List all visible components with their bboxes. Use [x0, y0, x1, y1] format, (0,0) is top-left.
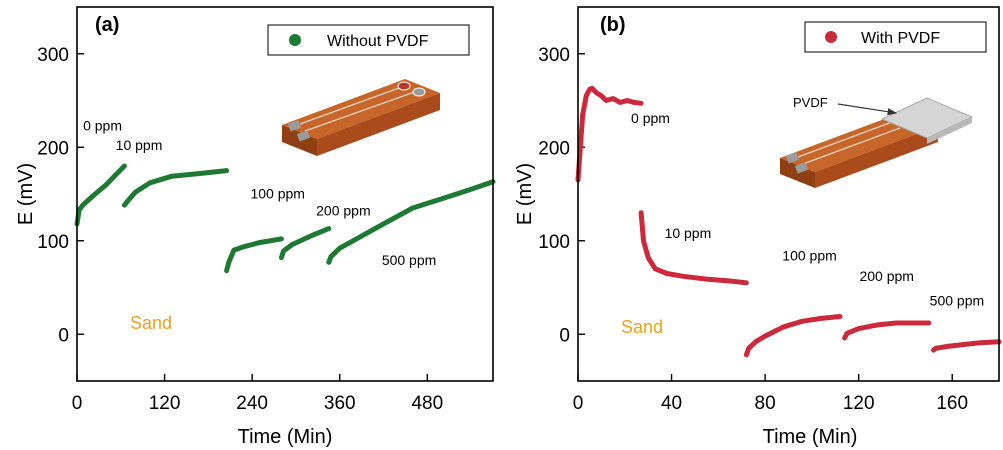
panel-b-series-200-ppm: [842, 320, 932, 341]
panel-a: 0 120 240 360 480 0 100 200 300 0 ppm 10 ppm 100 pp…: [15, 6, 496, 448]
panel-a-x-tick-label: 240: [236, 393, 268, 414]
panel-a-plot-frame: [76, 6, 494, 382]
panel-a-y-tick-label: 0: [58, 325, 69, 346]
panel-b-x-tick-label: 160: [936, 393, 968, 414]
panel-a-sensor-electrode-grey: [412, 87, 426, 97]
panel-a-plot-layer: 0 120 240 360 480 0 100 200 300 0 ppm 10 ppm 100 pp…: [37, 45, 496, 414]
panel-b-sensor-trace-1: [797, 121, 893, 158]
panel-b-y-tick-label: 100: [538, 232, 570, 253]
panel-b-y-tick-label: 200: [538, 138, 570, 159]
panel-a-label-10-ppm: 10 ppm: [116, 137, 163, 153]
panel-a-series-10-ppm: [121, 168, 230, 208]
panel-a-x-tick-label: 360: [324, 393, 356, 414]
panel-b-label-500-ppm: 500 ppm: [930, 292, 984, 308]
panel-b-sensor-body: [780, 112, 938, 172]
panel-b-x-tick-label: 120: [843, 393, 875, 414]
panel-b-pvdf-callout-arrow: [837, 103, 898, 116]
panel-b-x-tick-label: 0: [573, 393, 584, 414]
panel-a-series-200-ppm: [278, 226, 332, 261]
panel-a-sensor-body: [282, 79, 440, 139]
panel-a-label-0-ppm: 0 ppm: [83, 117, 122, 133]
panel-a-label: (a): [95, 14, 119, 36]
panel-a-x-tick-label: 480: [411, 393, 443, 414]
panel-b-sensor-pad-2: [794, 162, 809, 174]
panel-a-sensor-inset: [282, 79, 440, 156]
panel-b-x-tick-label: 40: [661, 393, 682, 414]
panel-b-sensor-pad-1: [785, 152, 800, 164]
panel-a-y-tick-label: 300: [37, 45, 69, 66]
panel-b-label-100-ppm: 100 ppm: [782, 247, 836, 263]
panel-a-legend-label: Without PVDF: [327, 33, 429, 50]
panel-a-series-0-ppm: [74, 163, 127, 227]
panel-a-sensor-trace-1: [299, 83, 411, 125]
panel-a-sensor-trace-2: [304, 89, 421, 132]
panel-a-series-500-ppm: [326, 179, 496, 265]
panel-b-sand-label: Sand: [621, 317, 663, 337]
panel-a-y-axis-title: E (mV): [15, 163, 37, 225]
panel-b-legend-marker: [825, 31, 837, 43]
panel-b-pvdf-membrane-edge: [927, 117, 972, 144]
panel-a-x-tick-label: 120: [149, 393, 181, 414]
panel-a-legend-marker: [289, 34, 301, 46]
panel-a-sensor-pad-1: [287, 120, 302, 132]
panel-a-series-100-ppm: [224, 236, 284, 274]
panel-a-y-tick-label: 200: [37, 138, 69, 159]
panel-b-label: (b): [600, 14, 626, 36]
panel-b-sensor-edge-long: [815, 126, 938, 188]
panel-b-plot-layer: 0 40 80 120 160 0 100 200 300 0 ppm 10 ppm 100 ppm 2…: [538, 45, 1002, 414]
panel-a-sand-label: Sand: [130, 313, 172, 333]
panel-b-label-10-ppm: 10 ppm: [665, 225, 712, 241]
panel-b-series-100-ppm: [743, 314, 843, 358]
panel-a-legend: Without PVDF: [267, 24, 470, 56]
panel-a-x-tick-label: 0: [72, 393, 83, 414]
panel-b-x-axis-title: Time (Min): [763, 426, 858, 448]
panel-b-sensor-inset: PVDF: [780, 95, 974, 188]
panel-a-y-tick-label: 100: [37, 232, 69, 253]
panel-b-sensor-trace-2: [802, 127, 901, 165]
panel-b-legend: With PVDF: [804, 21, 987, 53]
panel-b-plot-frame: [577, 6, 1000, 382]
panel-a-label-200-ppm: 200 ppm: [316, 203, 370, 219]
panel-a-legend-box: [267, 24, 470, 56]
panel-b-series-0-ppm: [575, 85, 644, 183]
panel-a-sensor-electrode-red: [397, 81, 411, 91]
panel-a-sensor-pad-2: [296, 130, 311, 142]
panel-a-label-500-ppm: 500 ppm: [382, 252, 436, 268]
panel-b: 0 40 80 120 160 0 100 200 300 0 ppm 10 ppm 100 ppm 2…: [514, 6, 1002, 448]
panel-a-x-axis-title: Time (Min): [238, 426, 333, 448]
panel-a-label-100-ppm: 100 ppm: [250, 186, 304, 202]
panel-b-series-500-ppm: [931, 339, 1002, 353]
panel-a-sensor-edge-long: [317, 93, 440, 156]
panel-b-series-10-ppm: [638, 210, 749, 286]
panel-b-pvdf-callout-label: PVDF: [793, 95, 828, 110]
panel-b-legend-label: With PVDF: [861, 30, 940, 47]
panel-b-y-axis-title: E (mV): [514, 163, 536, 225]
panel-b-y-tick-label: 0: [559, 325, 570, 346]
panel-b-y-tick-label: 300: [538, 45, 570, 66]
panel-b-x-tick-label: 80: [755, 393, 776, 414]
panel-b-label-0-ppm: 0 ppm: [631, 110, 670, 126]
panel-b-label-200-ppm: 200 ppm: [859, 268, 913, 284]
